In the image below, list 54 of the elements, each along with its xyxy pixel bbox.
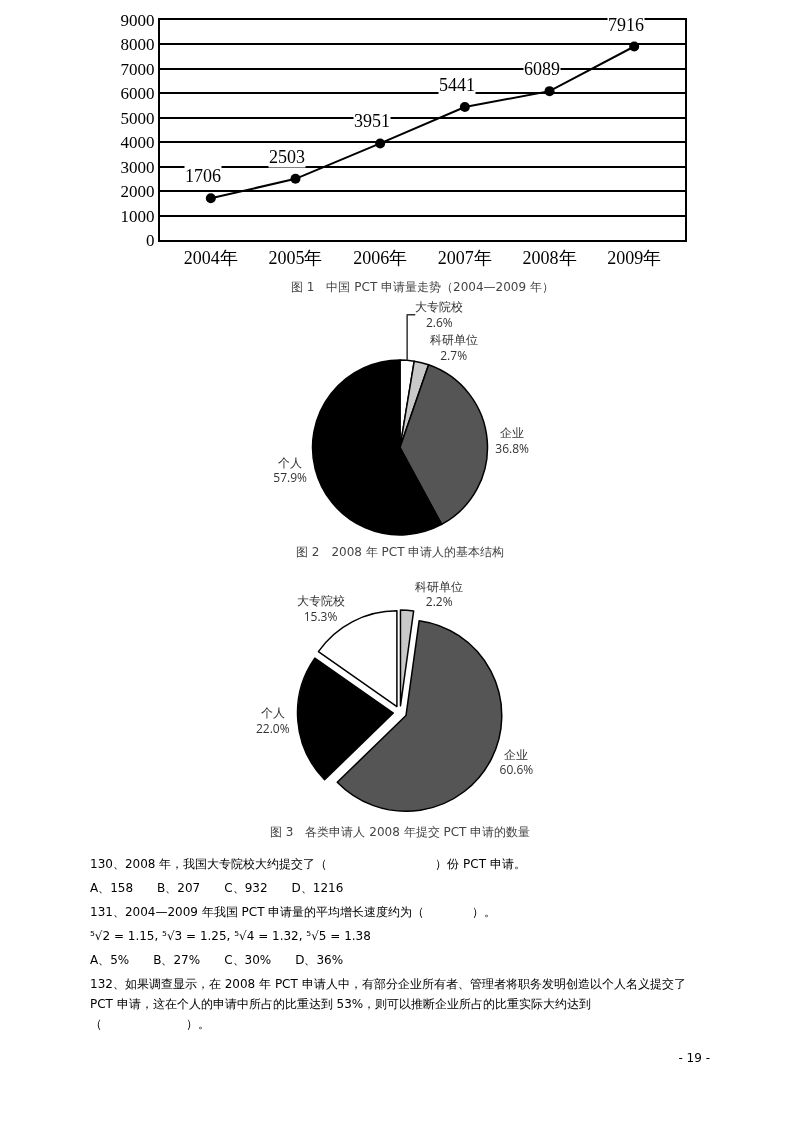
point [544,86,555,97]
data-label: 22.0% [255,720,290,738]
x-tick-label: 2004年 [183,247,238,268]
data-label: 2.6% [425,314,453,332]
y-tick-label: 1000 [120,206,155,226]
y-tick-label: 3000 [120,157,155,177]
y-tick-label: 6000 [120,84,155,104]
y-tick-label: 0 [146,230,155,250]
data-label: 2.7% [440,346,468,364]
point [205,193,216,204]
data-label: 5441 [439,75,475,95]
data-label: 1706 [185,166,221,186]
text: 图 1 中国 PCT 申请量走势（2004—2009 年） [291,280,554,294]
slice-label: 科研单位 [415,577,464,595]
slice-label: 个人 [260,704,285,722]
data-label: 57.9% [273,469,308,487]
x-tick-label: 2009年 [607,247,662,268]
text: 图 3 各类申请人 2008 年提交 PCT 申请的数量 [270,825,531,839]
text: 132、如果调查显示，在 2008 年 PCT 申请人中，有部分企业所有者、管理者将职务发明创造以个人名义提交了 PCT 申请，这在个人的申请中所占的比重达到 53%，则可以推断企业所占的比重实际大约达到（ ）。 [90,976,687,1033]
y-tick-label: 7000 [120,59,155,79]
y-tick-label: 2000 [120,182,155,202]
data-label: 60.6% [499,761,534,779]
data-label: 2.2% [425,593,453,611]
x-tick-label: 2008年 [522,247,577,268]
data-label: 2503 [269,147,305,167]
text: A、5% B、27% C、30% D、36% [90,952,345,969]
text: - 19 - [677,1050,710,1067]
point [375,138,386,149]
text: 131、2004—2009 年我国 PCT 申请量的平均增长速度约为（ ）。 [90,904,498,921]
text: A、158 B、207 C、932 D、1216 [90,880,345,897]
data-label: 3951 [354,111,390,131]
x-tick-label: 2007年 [437,247,492,268]
y-tick-label: 4000 [120,133,155,153]
data-label: 36.8% [495,439,530,457]
text: ⁵√2 = 1.15, ⁵√3 = 1.25, ⁵√4 = 1.32, ⁵√5 = 1.38 [90,928,372,945]
data-label: 7916 [608,15,644,35]
slice-label: 大专院校 [296,592,345,610]
x-tick-label: 2005年 [268,247,323,268]
text: 图 2 2008 年 PCT 申请人的基本结构 [296,545,505,559]
y-tick-label: 9000 [120,10,155,30]
slice-label: 个人 [278,453,303,471]
y-tick-label: 8000 [120,35,155,55]
data-label: 6089 [524,59,560,79]
slice-label: 企业 [504,745,529,763]
point [290,173,301,184]
data-label: 15.3% [303,608,338,626]
slice-label: 企业 [500,423,525,441]
point [629,41,640,52]
point [459,102,470,112]
slice-label: 大专院校 [415,298,464,316]
x-tick-label: 2006年 [353,247,408,268]
text: 130、2008 年，我国大专院校大约提交了（ ）份 PCT 申请。 [90,856,527,873]
y-tick-label: 5000 [120,108,155,128]
slice-label: 科研单位 [429,331,478,349]
